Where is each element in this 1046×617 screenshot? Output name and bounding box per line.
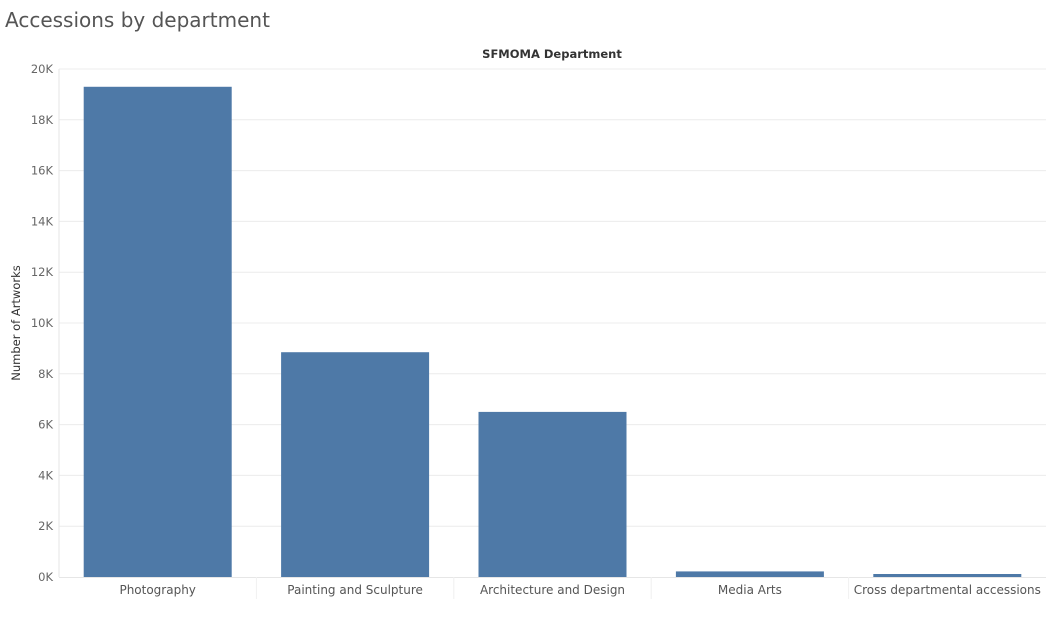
bar-photography[interactable]: [83, 86, 232, 577]
y-tick-labels: 0K 2K 4K 6K 8K 10K 12K 14K 16K 18K 20K: [31, 62, 54, 584]
y-tick-label: 4K: [38, 468, 53, 482]
y-tick-label: 10K: [31, 316, 54, 330]
y-tick-label: 12K: [31, 265, 54, 279]
bar-painting-and-sculpture[interactable]: [281, 352, 430, 577]
bar-media-arts[interactable]: [675, 571, 824, 577]
axes: [58, 69, 1046, 599]
x-tick-label: Photography: [119, 583, 195, 597]
bar-architecture-and-design[interactable]: [478, 411, 627, 577]
y-tick-label: 6K: [38, 418, 53, 432]
x-tick-label: Painting and Sculpture: [287, 583, 423, 597]
bars: [83, 86, 1022, 577]
y-tick-label: 18K: [31, 113, 54, 127]
x-tick-label: Architecture and Design: [480, 583, 625, 597]
y-tick-label: 0K: [38, 570, 53, 584]
y-axis-title: Number of Artworks: [9, 265, 23, 381]
x-category-labels: Photography Painting and Sculpture Archite…: [119, 583, 1040, 597]
x-tick-label: Media Arts: [718, 583, 782, 597]
y-tick-label: 2K: [38, 519, 53, 533]
chart-title: Accessions by department: [5, 8, 270, 32]
y-tick-label: 20K: [31, 62, 54, 76]
column-header-title: SFMOMA Department: [482, 47, 622, 61]
y-tick-label: 16K: [31, 164, 54, 178]
bar-cross-departmental-accessions[interactable]: [873, 574, 1022, 577]
y-tick-label: 14K: [31, 214, 54, 228]
x-tick-label: Cross departmental accessions: [854, 583, 1041, 597]
y-tick-label: 8K: [38, 367, 53, 381]
